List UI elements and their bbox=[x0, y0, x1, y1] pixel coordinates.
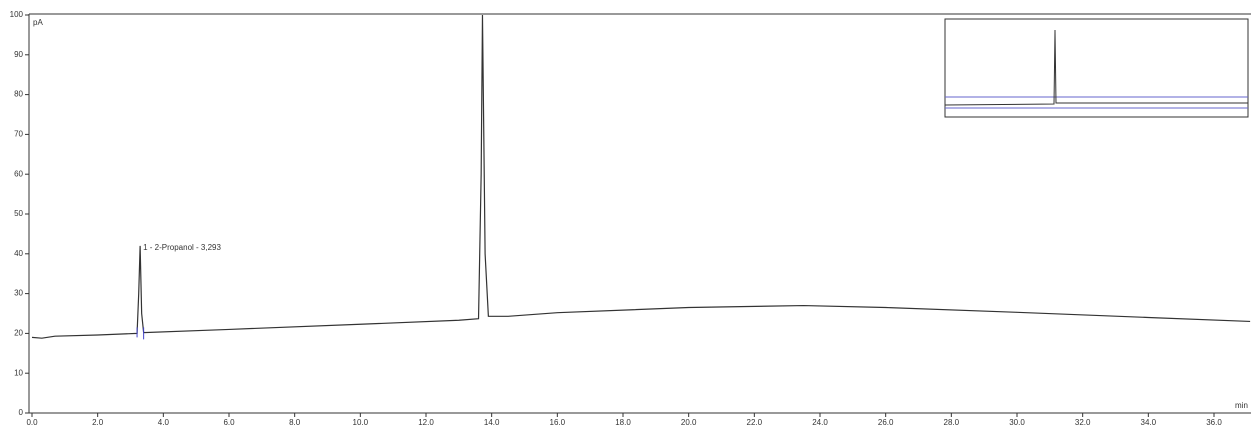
x-tick-label: 34.0 bbox=[1141, 418, 1157, 427]
inset-trace bbox=[944, 29, 1248, 106]
x-axis-label: min bbox=[1235, 401, 1248, 410]
x-tick-label: 30.0 bbox=[1009, 418, 1025, 427]
y-tick-label: 50 bbox=[14, 209, 23, 218]
y-tick-label: 80 bbox=[14, 90, 23, 99]
x-tick-label: 6.0 bbox=[223, 418, 235, 427]
inset bbox=[944, 18, 1249, 118]
y-tick-label: 30 bbox=[14, 289, 23, 298]
x-tick-label: 26.0 bbox=[878, 418, 894, 427]
x-tick-label: 24.0 bbox=[812, 418, 828, 427]
peak-annotation: 1 - 2-Propanol - 3,293 bbox=[143, 243, 221, 252]
y-tick-label: 20 bbox=[14, 329, 23, 338]
x-tick-label: 20.0 bbox=[681, 418, 697, 427]
y-tick-label: 70 bbox=[14, 130, 23, 139]
y-tick-label: 0 bbox=[19, 408, 24, 417]
y-tick-label: 100 bbox=[10, 10, 24, 19]
y-tick-label: 60 bbox=[14, 169, 23, 178]
y-tick-label: 40 bbox=[14, 249, 23, 258]
y-axis-label: pA bbox=[33, 18, 43, 27]
x-tick-label: 32.0 bbox=[1075, 418, 1091, 427]
x-tick-label: 18.0 bbox=[615, 418, 631, 427]
x-tick-label: 16.0 bbox=[550, 418, 566, 427]
x-tick-label: 36.0 bbox=[1206, 418, 1222, 427]
inset-frame bbox=[944, 18, 1249, 118]
x-tick-label: 0.0 bbox=[26, 418, 38, 427]
x-tick-label: 4.0 bbox=[158, 418, 170, 427]
x-tick-label: 22.0 bbox=[747, 418, 763, 427]
x-tick-label: 10.0 bbox=[353, 418, 369, 427]
x-tick-label: 28.0 bbox=[944, 418, 960, 427]
x-tick-label: 8.0 bbox=[289, 418, 301, 427]
x-tick-label: 2.0 bbox=[92, 418, 104, 427]
x-tick-label: 14.0 bbox=[484, 418, 500, 427]
x-tick-label: 12.0 bbox=[418, 418, 434, 427]
y-tick-label: 90 bbox=[14, 50, 23, 59]
y-tick-label: 10 bbox=[14, 368, 23, 377]
